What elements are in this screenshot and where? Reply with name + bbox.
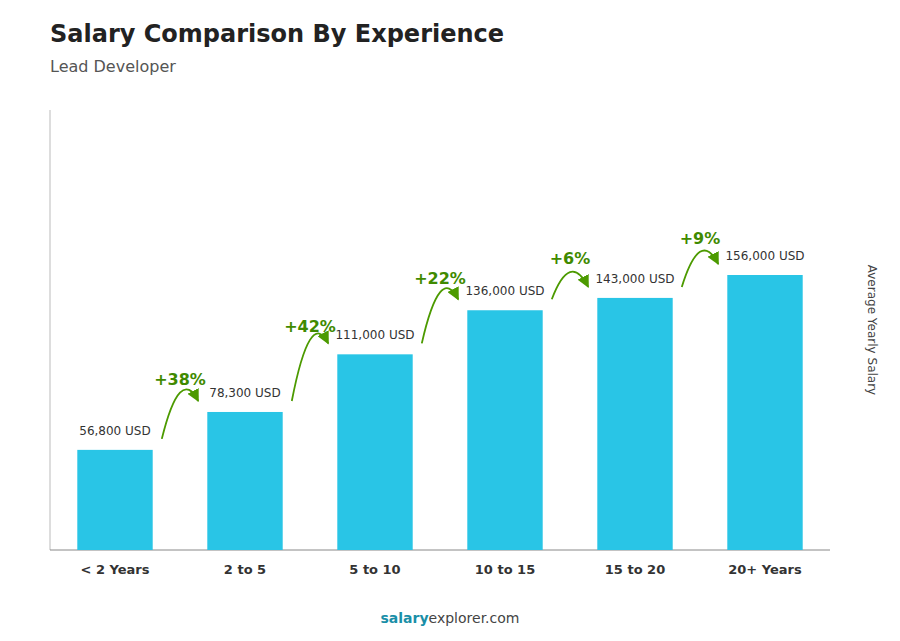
annotation: +6% bbox=[550, 249, 591, 268]
data-label: 56,800 USD bbox=[79, 424, 150, 438]
bar bbox=[77, 450, 152, 550]
x-tick-label: 20+ Years bbox=[728, 562, 802, 577]
bar bbox=[337, 354, 412, 550]
arrow bbox=[162, 389, 198, 439]
y-axis-label: Average Yearly Salary bbox=[865, 265, 879, 395]
bar bbox=[467, 310, 542, 550]
x-tick-label: 5 to 10 bbox=[349, 562, 400, 577]
bars bbox=[77, 275, 802, 550]
annotation: +22% bbox=[414, 269, 466, 288]
bar bbox=[207, 412, 282, 550]
y-axis-line bbox=[50, 110, 51, 550]
data-label: 136,000 USD bbox=[465, 284, 544, 298]
x-axis-line bbox=[50, 550, 830, 551]
footer-part: salary bbox=[381, 610, 429, 626]
annotation: +42% bbox=[284, 317, 336, 336]
x-tick-label: < 2 Years bbox=[81, 562, 150, 577]
arrow bbox=[422, 288, 458, 343]
footer-part: explorer.com bbox=[429, 610, 520, 626]
data-label: 111,000 USD bbox=[335, 328, 414, 342]
data-label: 78,300 USD bbox=[209, 386, 280, 400]
data-label: 143,000 USD bbox=[595, 272, 674, 286]
arrow bbox=[292, 333, 328, 401]
title: Salary Comparison By Experience bbox=[50, 20, 504, 48]
chart: Salary Comparison By Experience Lead Deve… bbox=[0, 0, 900, 641]
annotation: +38% bbox=[154, 370, 206, 389]
subtitle: Lead Developer bbox=[50, 57, 176, 76]
footer: salaryexplorer.com bbox=[381, 610, 520, 626]
arrow bbox=[682, 250, 718, 286]
bar bbox=[727, 275, 802, 550]
x-tick-label: 15 to 20 bbox=[605, 562, 665, 577]
x-tick-label: 2 to 5 bbox=[224, 562, 266, 577]
annotation: +9% bbox=[680, 229, 721, 248]
x-tick-label: 10 to 15 bbox=[475, 562, 535, 577]
bar bbox=[597, 298, 672, 550]
data-label: 156,000 USD bbox=[725, 249, 804, 263]
arrow bbox=[552, 272, 588, 300]
